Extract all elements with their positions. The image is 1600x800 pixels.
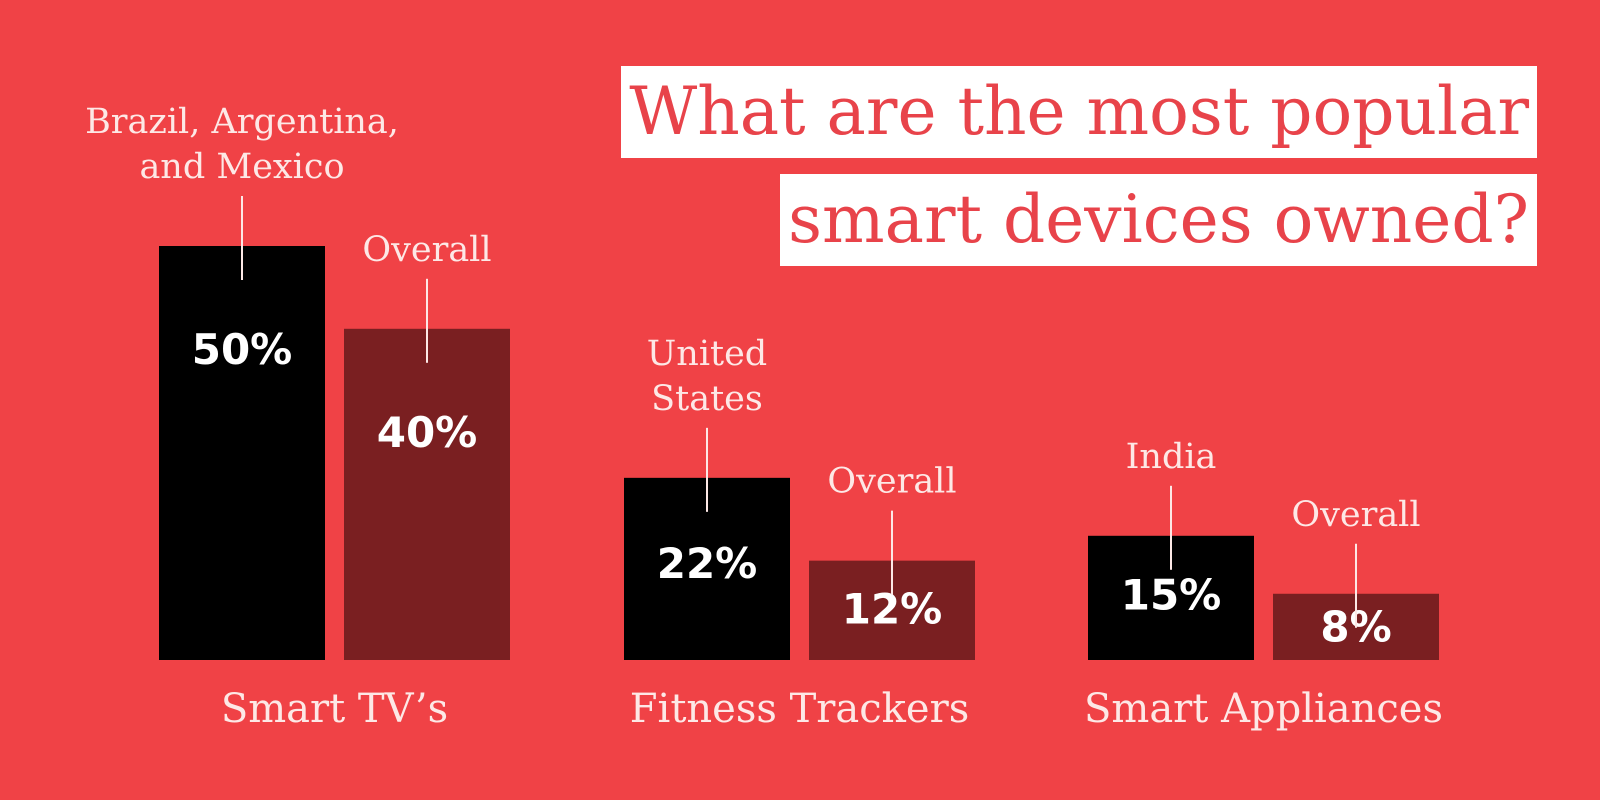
annotation-highlight-0-1: and Mexico	[139, 147, 344, 187]
value-label-overall-0: 40%	[377, 408, 478, 457]
annotation-highlight-1-1: States	[651, 379, 763, 419]
annotation-highlight-0-0: Brazil, Argentina,	[85, 102, 399, 142]
bar-overall-0	[344, 328, 510, 660]
bar-highlight-0	[159, 246, 325, 660]
value-label-highlight-1: 22%	[657, 539, 758, 588]
annotation-overall-0-0: Overall	[362, 230, 491, 270]
annotation-overall-1-0: Overall	[827, 462, 956, 502]
category-label-1: Fitness Trackers	[630, 686, 969, 732]
category-label-0: Smart TV’s	[221, 686, 448, 732]
value-label-highlight-2: 15%	[1121, 571, 1222, 620]
chart-title-line-1: What are the most popular	[621, 66, 1537, 158]
chart-title-line-2: smart devices owned?	[780, 174, 1537, 266]
annotation-highlight-1-0: United	[647, 334, 767, 374]
annotation-highlight-2-0: India	[1126, 437, 1217, 477]
annotation-overall-2-0: Overall	[1291, 495, 1420, 535]
value-label-highlight-0: 50%	[192, 325, 293, 374]
category-label-2: Smart Appliances	[1084, 686, 1443, 732]
